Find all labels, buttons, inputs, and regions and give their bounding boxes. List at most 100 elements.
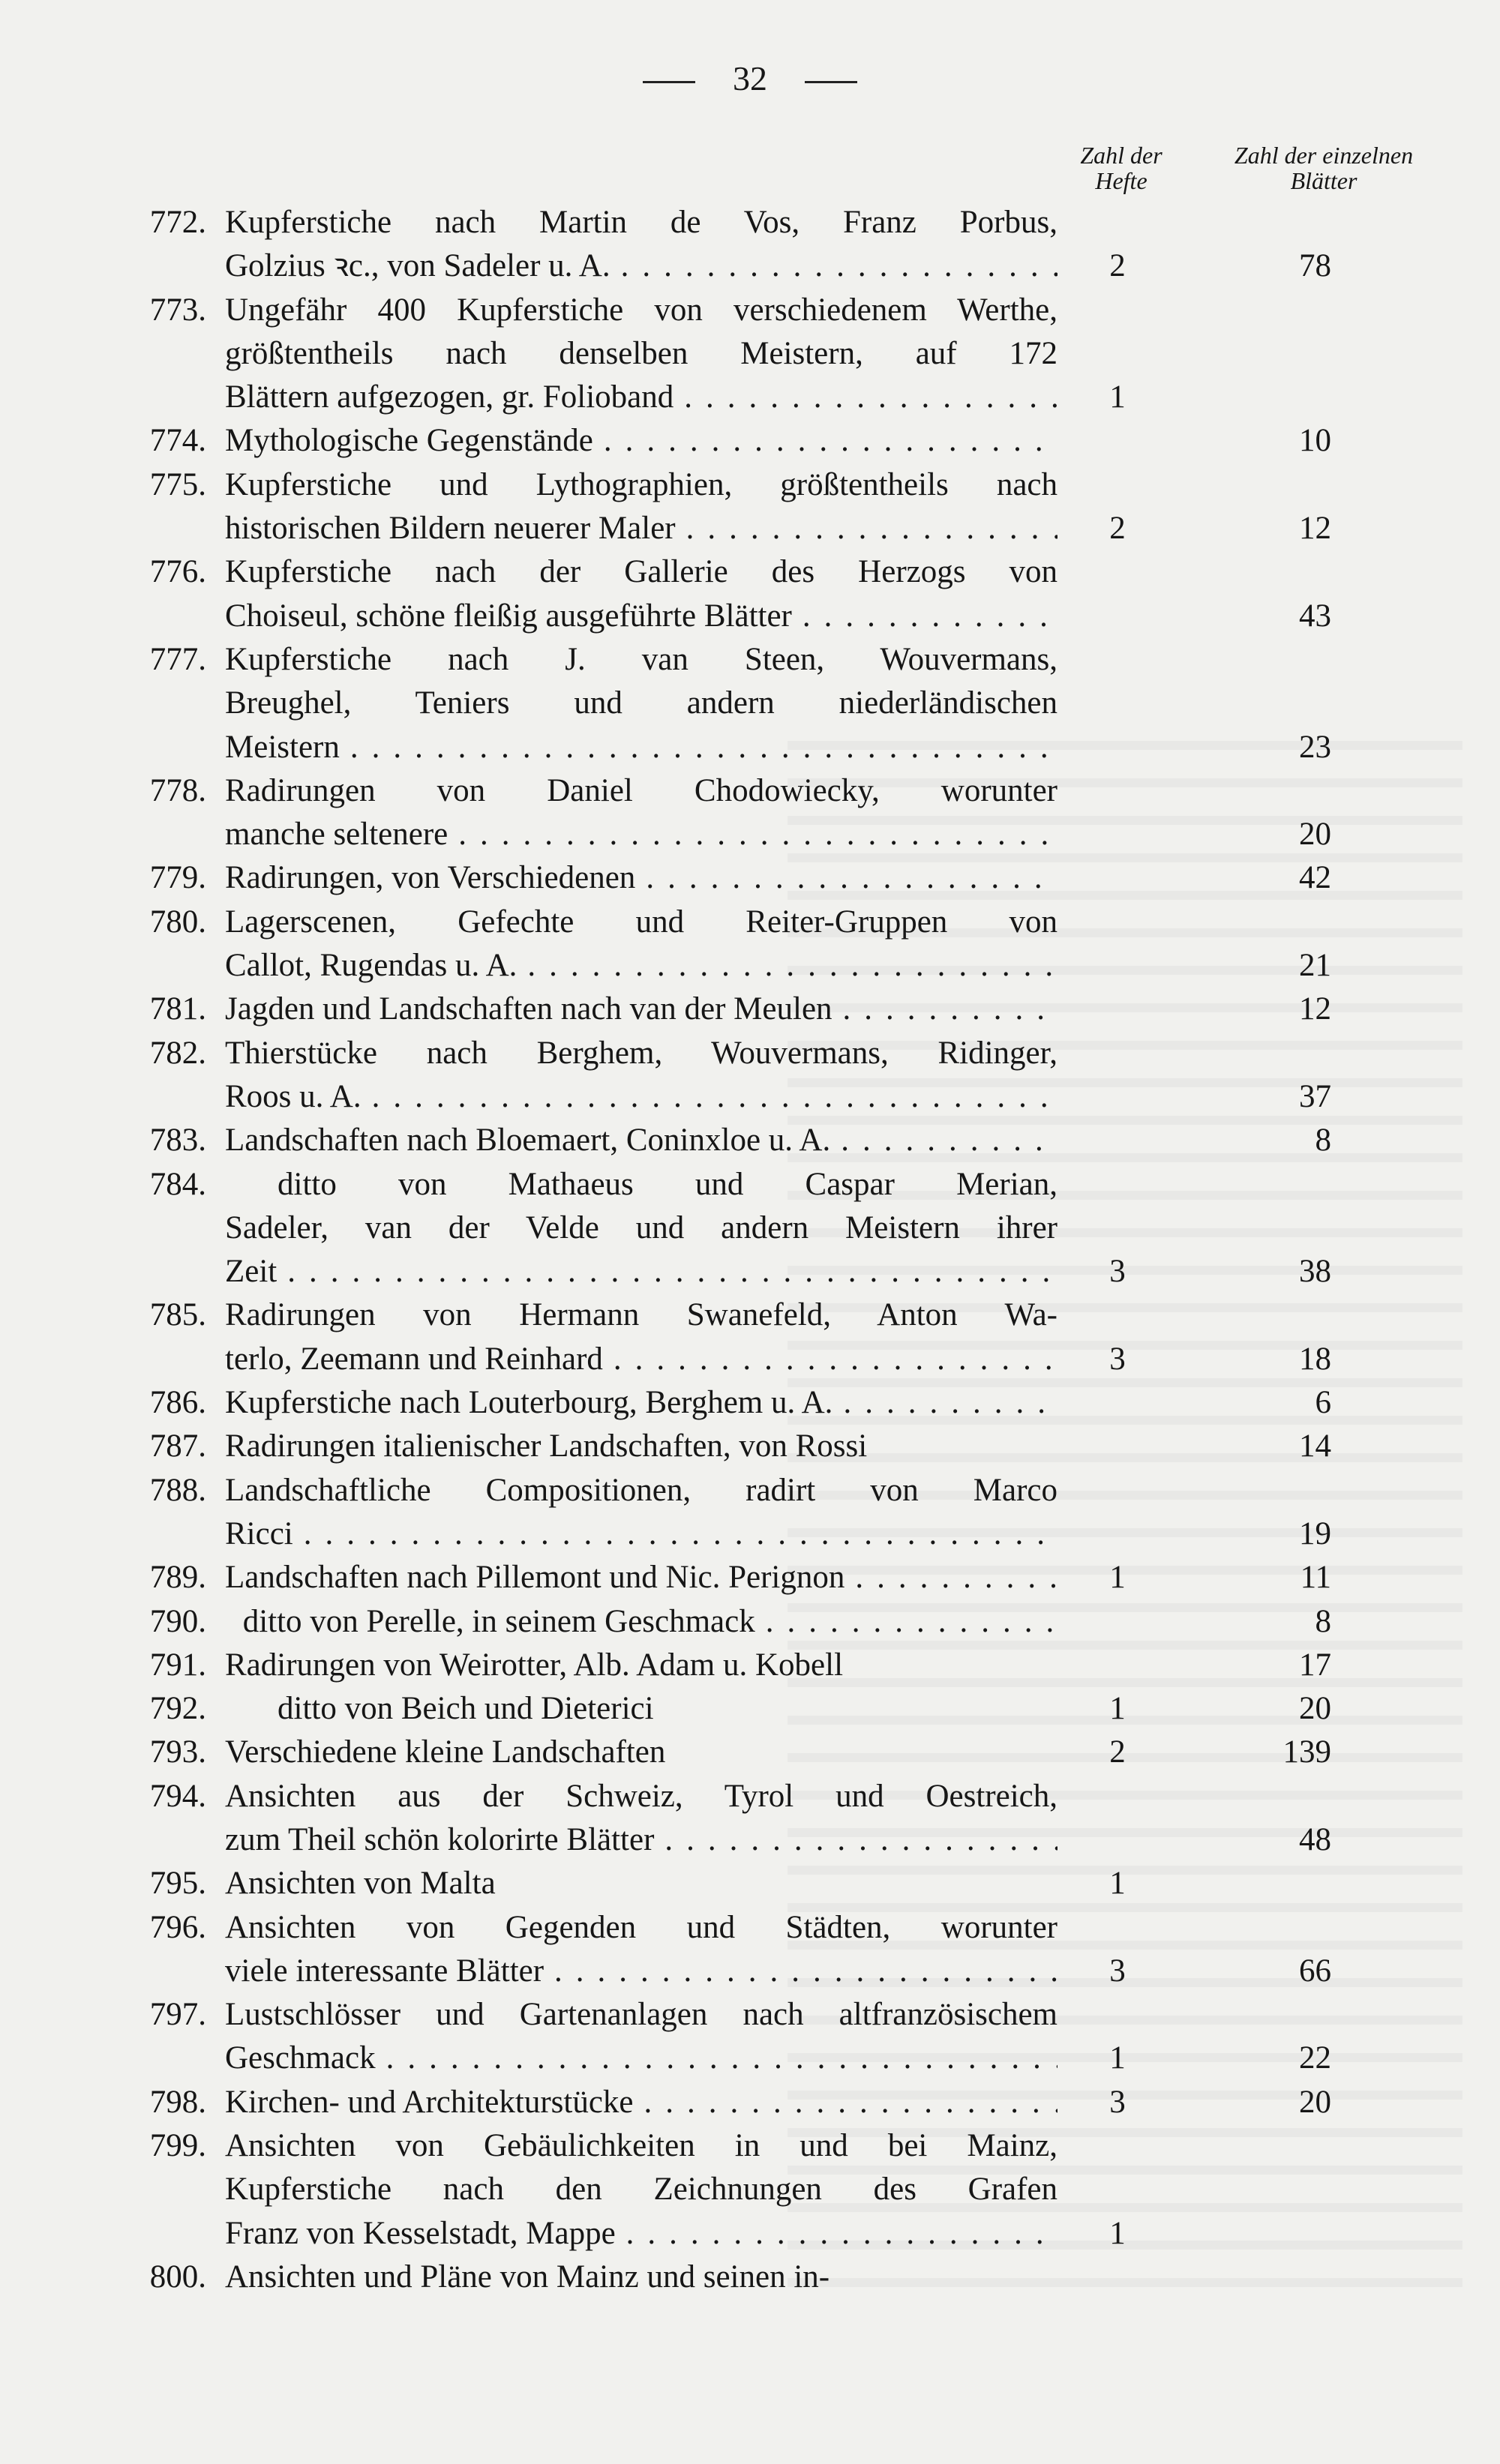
entry-text-line: historischen Bildern neuerer Maler......… xyxy=(225,507,1058,550)
entry-line: 799. Ansichten von Gebäulichkeiten in und… xyxy=(0,2124,1500,2168)
catalogue-entry: 775. Kupferstiche und Lythographien, größ… xyxy=(0,463,1500,551)
entry-line: 796. Ansichten von Gegenden und Städten, … xyxy=(0,1906,1500,1950)
blaetter-count: 21 xyxy=(1299,948,1331,984)
entry-text-line: Breughel, Teniers und andern niederländi… xyxy=(225,682,1058,725)
entry-line: Golzius ꝛc., von Sadeler u. A...........… xyxy=(0,244,1500,288)
hefte-count: 3 xyxy=(1109,1254,1126,1290)
entry-text-line: Jagden und Landschaften nach van der Meu… xyxy=(225,988,1058,1031)
entry-line: terlo, Zeemann und Reinhard.............… xyxy=(0,1338,1500,1381)
hefte-count: 2 xyxy=(1109,248,1126,284)
dot-leader: ........................................ xyxy=(841,1123,1058,1159)
dot-leader: ........................................ xyxy=(371,1078,1058,1114)
entry-number: 789. xyxy=(149,1560,206,1596)
dot-leader: ........................................ xyxy=(287,1254,1058,1290)
entry-text-line: Golzius ꝛc., von Sadeler u. A...........… xyxy=(225,244,1058,288)
entry-text: Radirungen von Hermann Swanefeld, Anton … xyxy=(225,1297,1058,1333)
entry-line: Sadeler, van der Velde und andern Meiste… xyxy=(0,1207,1500,1250)
blaetter-count: 8 xyxy=(1315,1603,1332,1639)
blaetter-count: 66 xyxy=(1299,1953,1331,1989)
entry-text-line: Kupferstiche nach der Gallerie des Herzo… xyxy=(225,550,1058,594)
dot-leader: ........................................ xyxy=(620,248,1058,284)
entry-number: 791. xyxy=(149,1647,206,1683)
catalogue-entry: 779. Radirungen, von Verschiedenen.......… xyxy=(0,856,1500,900)
entry-text-line: Ansichten von Gegenden und Städten, woru… xyxy=(225,1906,1058,1950)
entry-number: 794. xyxy=(149,1778,206,1814)
entry-text: ditto von Beich und Dieterici xyxy=(278,1691,654,1727)
indent-space xyxy=(225,1163,278,1207)
dot-leader: ........................................ xyxy=(554,1953,1058,1989)
entry-line: Zeit....................................… xyxy=(0,1250,1500,1293)
hefte-count: 2 xyxy=(1109,1734,1126,1770)
dot-leader: ........................................ xyxy=(527,948,1058,984)
entry-text: Radirungen von Weirotter, Alb. Adam u. K… xyxy=(225,1647,844,1683)
catalogue-entry: 792. ditto von Beich und Dieterici 1 20 xyxy=(0,1687,1500,1731)
entry-number: 782. xyxy=(149,1035,206,1071)
entry-line: 779. Radirungen, von Verschiedenen.......… xyxy=(0,856,1500,900)
entry-text: Blättern aufgezogen, gr. Folioband xyxy=(225,379,674,415)
entry-line: 778. Radirungen von Daniel Chodowiecky, w… xyxy=(0,769,1500,813)
entry-line: 781. Jagden und Landschaften nach van der… xyxy=(0,988,1500,1031)
entry-line: historischen Bildern neuerer Maler......… xyxy=(0,507,1500,550)
entry-line: 785. Radirungen von Hermann Swanefeld, An… xyxy=(0,1293,1500,1337)
blaetter-count: 8 xyxy=(1315,1123,1332,1159)
entry-text: größtentheils nach denselben Meistern, a… xyxy=(225,335,1058,371)
entry-line: 783. Landschaften nach Bloemaert, Coninxl… xyxy=(0,1119,1500,1162)
catalogue-entry: 798. Kirchen- und Architekturstücke......… xyxy=(0,2081,1500,2124)
entry-text-line: Radirungen, von Verschiedenen...........… xyxy=(225,856,1058,900)
dot-leader: ........................................ xyxy=(386,2040,1058,2076)
entry-number: 785. xyxy=(149,1297,206,1333)
entry-number: 773. xyxy=(149,292,206,328)
dot-leader: ........................................ xyxy=(842,991,1058,1027)
dot-leader: ........................................ xyxy=(303,1515,1058,1551)
blaetter-count: 20 xyxy=(1299,817,1331,853)
entry-line: 784. ditto von Mathaeus und Caspar Merian… xyxy=(0,1163,1500,1207)
blaetter-count: 78 xyxy=(1299,248,1331,284)
catalogue-entry: 786. Kupferstiche nach Louterbourg, Bergh… xyxy=(0,1381,1500,1425)
blaetter-count: 38 xyxy=(1299,1254,1331,1290)
entry-line: 776. Kupferstiche nach der Gallerie des H… xyxy=(0,550,1500,594)
entry-text: Jagden und Landschaften nach van der Meu… xyxy=(225,991,832,1027)
entry-text: Ansichten und Pläne von Mainz und seinen… xyxy=(225,2259,830,2295)
entry-text-line: Geschmack...............................… xyxy=(225,2037,1058,2080)
entry-number: 776. xyxy=(149,554,206,590)
entry-number: 793. xyxy=(149,1734,206,1770)
entry-text-line: Thierstücke nach Berghem, Wouvermans, Ri… xyxy=(225,1032,1058,1075)
catalogue-entry: 778. Radirungen von Daniel Chodowiecky, w… xyxy=(0,769,1500,857)
blaetter-count: 20 xyxy=(1299,1691,1331,1727)
entry-text: Landschaften nach Bloemaert, Coninxloe u… xyxy=(225,1123,831,1159)
entry-text: Kupferstiche und Lythographien, größtent… xyxy=(225,466,1058,502)
entry-text: Ansichten von Gebäulichkeiten in und bei… xyxy=(225,2128,1058,2164)
entry-text-line: Sadeler, van der Velde und andern Meiste… xyxy=(225,1207,1058,1250)
entry-text: Thierstücke nach Berghem, Wouvermans, Ri… xyxy=(225,1035,1058,1071)
entry-line: 777. Kupferstiche nach J. van Steen, Wouv… xyxy=(0,638,1500,682)
hefte-count: 1 xyxy=(1109,1691,1126,1727)
entry-number: 798. xyxy=(149,2084,206,2120)
entry-line: viele interessante Blätter..............… xyxy=(0,1950,1500,1993)
catalogue-entry: 784. ditto von Mathaeus und Caspar Merian… xyxy=(0,1163,1500,1294)
entry-text: Verschiedene kleine Landschaften xyxy=(225,1734,666,1770)
entry-text: Radirungen, von Verschiedenen xyxy=(225,860,636,896)
entry-text-line: Roos u. A...............................… xyxy=(225,1075,1058,1119)
entry-text: Kupferstiche nach Martin de Vos, Franz P… xyxy=(225,205,1058,240)
entry-text-line: Choiseul, schöne fleißig ausgeführte Blä… xyxy=(225,595,1058,638)
dot-leader: ........................................ xyxy=(843,1385,1058,1421)
dot-leader: ........................................ xyxy=(350,729,1058,765)
catalogue-entry: 789. Landschaften nach Pillemont und Nic.… xyxy=(0,1556,1500,1599)
entry-number: 797. xyxy=(149,1997,206,2033)
entry-text: historischen Bildern neuerer Maler xyxy=(225,511,676,547)
dot-leader: ........................................ xyxy=(603,423,1058,459)
dot-leader: ........................................ xyxy=(626,2215,1058,2251)
column-header-blaetter: Zahl der einzelnen Blätter xyxy=(1234,142,1414,194)
catalogue-entry: 793. Verschiedene kleine Landschaften 2 139 xyxy=(0,1731,1500,1774)
entry-text: zum Theil schön kolorirte Blätter xyxy=(225,1821,655,1857)
dot-leader: ........................................ xyxy=(458,817,1058,853)
hefte-count: 3 xyxy=(1109,1953,1126,1989)
entry-text: Kupferstiche nach J. van Steen, Wouverma… xyxy=(225,641,1058,677)
entry-text: Kirchen- und Architekturstücke xyxy=(225,2084,634,2120)
entry-text-line: Kupferstiche nach J. van Steen, Wouverma… xyxy=(225,638,1058,682)
entry-number: 775. xyxy=(149,466,206,502)
entry-text: Lustschlösser und Gartenanlagen nach alt… xyxy=(225,1997,1058,2033)
entry-text-line: Zeit....................................… xyxy=(225,1250,1058,1293)
entry-line: Callot, Rugendas u. A...................… xyxy=(0,944,1500,988)
catalogue-entry: 773. Ungefähr 400 Kupferstiche von versch… xyxy=(0,289,1500,420)
